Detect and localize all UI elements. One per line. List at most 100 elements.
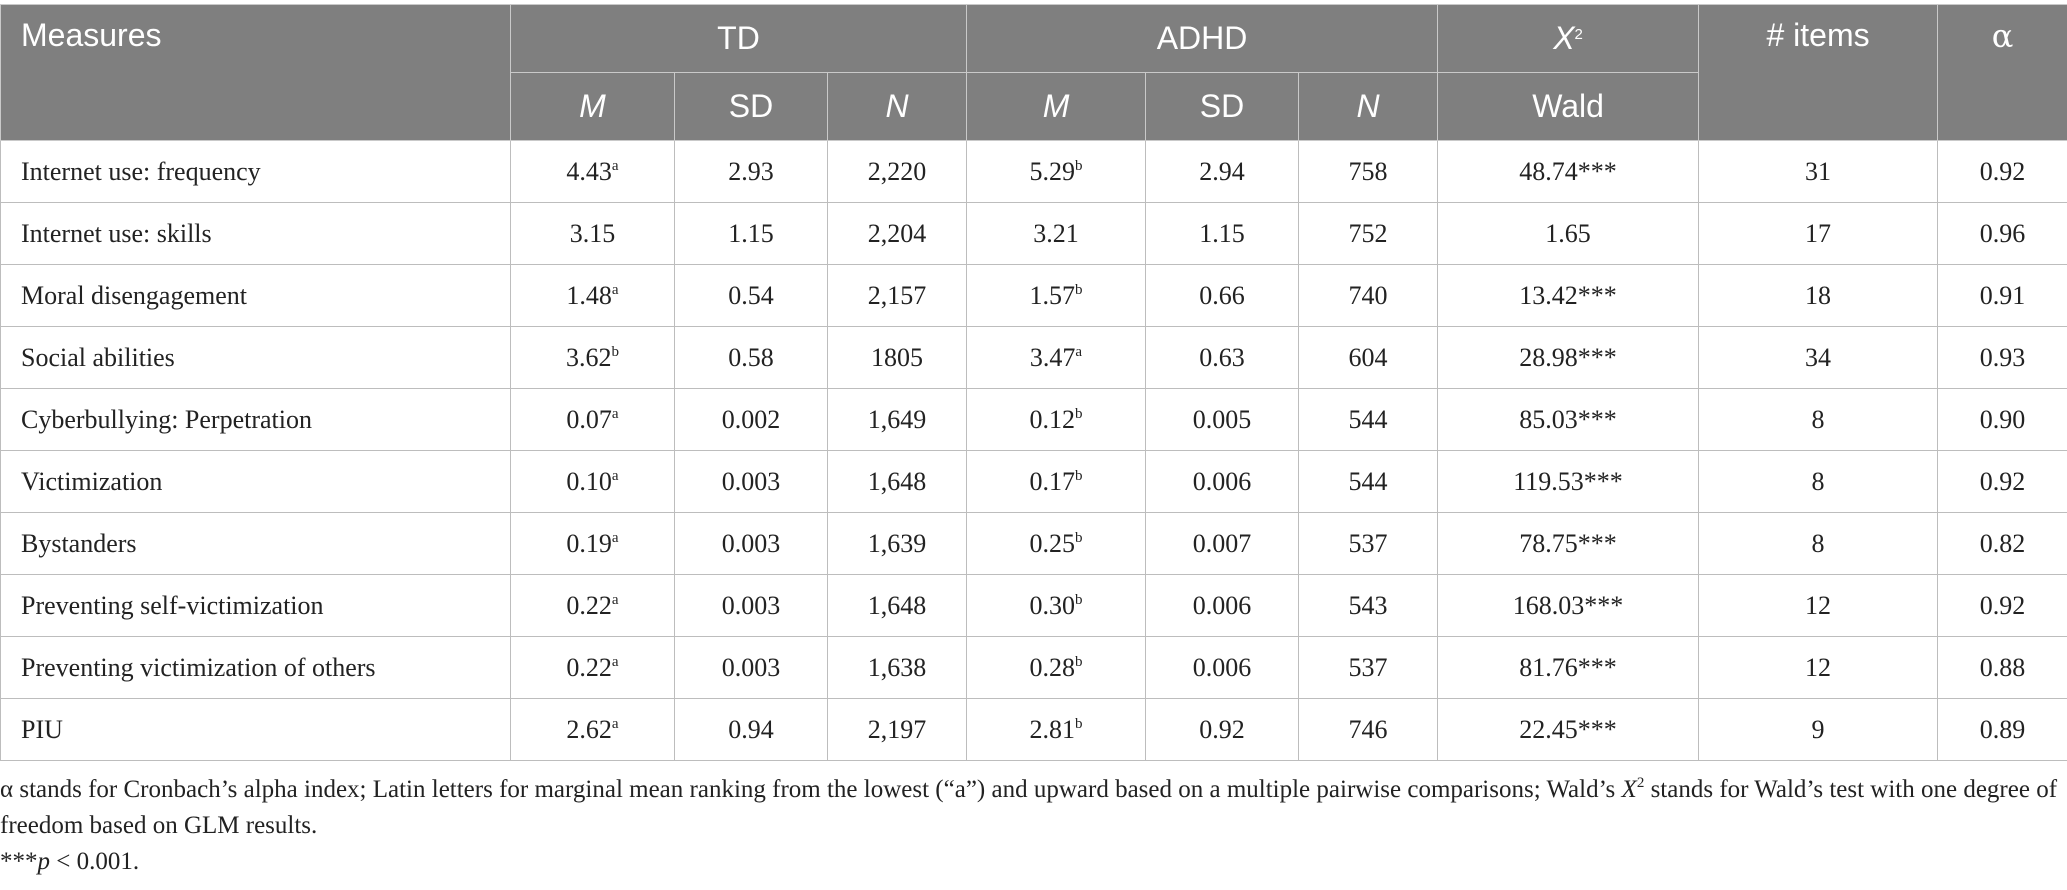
measure-cell: Preventing victimization of others xyxy=(0,636,511,699)
ranking-letter: b xyxy=(1075,157,1083,174)
adhd-n-cell: 544 xyxy=(1298,388,1439,451)
measure-cell: Bystanders xyxy=(0,512,511,575)
adhd-sd-cell-value: 0.63 xyxy=(1199,342,1245,372)
adhd-sd-cell: 0.005 xyxy=(1145,388,1300,451)
adhd-sd-cell: 0.007 xyxy=(1145,512,1300,575)
measure-cell: Preventing self-victimization xyxy=(0,574,511,637)
td-n-cell-value: 1,649 xyxy=(867,404,927,434)
table-row: Bystanders 0.19a 0.003 1,639 0.25b 0.007 537 78… xyxy=(0,512,2067,575)
adhd-mean-cell: 0.25b xyxy=(966,512,1147,575)
ranking-letter: b xyxy=(1075,529,1083,546)
table-row: Internet use: frequency 4.43a 2.93 2,220 5.2… xyxy=(0,140,2067,203)
measure-cell: Social abilities xyxy=(0,326,511,389)
adhd-mean-cell-value: 0.17 xyxy=(1029,466,1076,496)
measure-cell-value: Social abilities xyxy=(21,342,175,372)
alpha-cell-value: 0.93 xyxy=(1979,342,2026,372)
header-td-m: M xyxy=(510,72,675,141)
td-mean-cell: 1.48a xyxy=(510,264,675,327)
wald-cell: 1.65 xyxy=(1437,202,1700,265)
header-items: # items xyxy=(1698,4,1939,141)
adhd-mean-cell-value: 5.29 xyxy=(1029,156,1076,186)
td-mean-cell-value: 3.62 xyxy=(566,342,612,372)
note-text: α stands for Cronbach’s alpha index; Lat… xyxy=(0,776,1622,803)
header-measures: Measures xyxy=(0,4,511,141)
td-n-cell-value: 1,648 xyxy=(867,590,927,620)
wald-cell: 13.42*** xyxy=(1437,264,1700,327)
alpha-cell: 0.91 xyxy=(1937,264,2067,327)
alpha-cell-value: 0.91 xyxy=(1979,280,2026,310)
adhd-n-cell: 752 xyxy=(1298,202,1439,265)
td-sd-cell: 0.003 xyxy=(674,512,828,575)
td-n-cell: 1,638 xyxy=(826,636,968,699)
td-sd-cell-value: 0.94 xyxy=(728,714,774,744)
note-significance: ***p < 0.001. xyxy=(0,844,2067,880)
wald-cell: 168.03*** xyxy=(1437,574,1700,637)
td-mean-cell-value: 1.48 xyxy=(566,280,612,310)
adhd-n-cell: 537 xyxy=(1298,636,1439,699)
td-mean-cell: 3.62b xyxy=(510,326,675,389)
table-row: PIU 2.62a 0.94 2,197 2.81b 0.92 746 22.45*** 9 0.… xyxy=(0,698,2067,761)
wald-cell: 119.53*** xyxy=(1437,450,1700,513)
measure-cell: PIU xyxy=(0,698,511,761)
table-row: Social abilities 3.62b 0.58 1805 3.47a 0.63 60… xyxy=(0,326,2067,389)
adhd-mean-cell: 3.21 xyxy=(966,202,1147,265)
measure-cell: Internet use: frequency xyxy=(0,140,511,203)
header-alpha: α xyxy=(1937,4,2067,141)
ranking-letter: a xyxy=(611,281,619,298)
items-cell-value: 34 xyxy=(1805,342,1832,372)
alpha-cell-value: 0.92 xyxy=(1979,590,2026,620)
td-n-cell: 1,648 xyxy=(826,450,968,513)
adhd-sd-cell-value: 1.15 xyxy=(1199,218,1245,248)
adhd-sd-cell-value: 0.005 xyxy=(1192,404,1252,434)
adhd-sd-cell-value: 0.92 xyxy=(1199,714,1245,744)
td-sd-cell: 0.003 xyxy=(674,636,828,699)
adhd-n-cell-value: 544 xyxy=(1348,404,1388,434)
items-cell-value: 8 xyxy=(1811,404,1825,434)
wald-cell-value: 81.76*** xyxy=(1519,652,1617,682)
measure-cell: Victimization xyxy=(0,450,511,513)
td-sd-cell-value: 0.002 xyxy=(721,404,781,434)
td-mean-cell-value: 4.43 xyxy=(566,156,612,186)
adhd-mean-cell: 0.12b xyxy=(966,388,1147,451)
wald-cell-value: 78.75*** xyxy=(1519,528,1617,558)
adhd-mean-cell-value: 2.81 xyxy=(1029,714,1076,744)
measure-cell-value: Victimization xyxy=(21,466,163,496)
td-n-cell-value: 2,204 xyxy=(867,218,927,248)
td-n-cell: 1,649 xyxy=(826,388,968,451)
td-sd-cell-value: 0.58 xyxy=(728,342,774,372)
measure-cell-value: Internet use: skills xyxy=(21,218,212,248)
header-chi-square: X2 xyxy=(1437,4,1700,73)
table-notes: α stands for Cronbach’s alpha index; Lat… xyxy=(0,772,2067,880)
adhd-sd-cell: 0.006 xyxy=(1145,574,1300,637)
adhd-sd-cell-value: 0.006 xyxy=(1192,590,1252,620)
note-text-end: stands for Wald’s test with one degree o… xyxy=(0,776,2058,839)
td-n-cell-value: 2,220 xyxy=(867,156,927,186)
items-cell: 8 xyxy=(1698,388,1939,451)
table-row: Preventing self-victimization 0.22a 0.003 1… xyxy=(0,574,2067,637)
adhd-mean-cell: 1.57b xyxy=(966,264,1147,327)
note-definitions: α stands for Cronbach’s alpha index; Lat… xyxy=(0,772,2067,844)
adhd-n-cell: 543 xyxy=(1298,574,1439,637)
td-n-cell: 1,639 xyxy=(826,512,968,575)
items-cell: 18 xyxy=(1698,264,1939,327)
td-n-cell-value: 1,639 xyxy=(867,528,927,558)
td-mean-cell: 4.43a xyxy=(510,140,675,203)
adhd-mean-cell-value: 0.12 xyxy=(1029,404,1076,434)
items-cell: 34 xyxy=(1698,326,1939,389)
td-sd-cell-value: 2.93 xyxy=(728,156,774,186)
ranking-letter: a xyxy=(611,591,619,608)
ranking-letter: b xyxy=(1075,405,1083,422)
td-mean-cell: 0.10a xyxy=(510,450,675,513)
adhd-sd-cell: 1.15 xyxy=(1145,202,1300,265)
adhd-n-cell-value: 604 xyxy=(1348,342,1388,372)
adhd-mean-cell-value: 0.28 xyxy=(1029,652,1076,682)
adhd-mean-cell: 2.81b xyxy=(966,698,1147,761)
wald-cell-value: 22.45*** xyxy=(1519,714,1617,744)
td-sd-cell: 0.003 xyxy=(674,574,828,637)
adhd-n-cell-value: 758 xyxy=(1348,156,1388,186)
adhd-n-cell-value: 740 xyxy=(1348,280,1388,310)
table-row: Cyberbullying: Perpetration 0.07a 0.002 1,6… xyxy=(0,388,2067,451)
alpha-cell: 0.93 xyxy=(1937,326,2067,389)
td-sd-cell-value: 0.003 xyxy=(721,652,781,682)
ranking-letter: a xyxy=(611,715,619,732)
